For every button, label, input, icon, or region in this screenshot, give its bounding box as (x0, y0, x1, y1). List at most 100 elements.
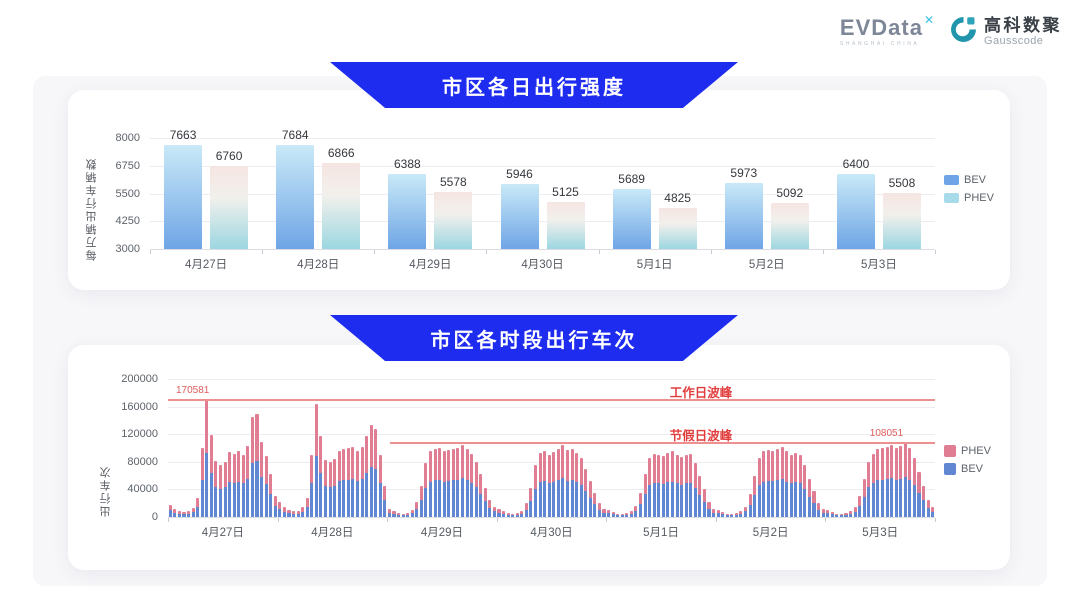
gausscode-name-cn: 高科数聚 (984, 16, 1062, 35)
hourly-phev-bar (643, 474, 647, 494)
hourly-bev-bar (451, 480, 455, 517)
hourly-bev-bar (579, 485, 583, 517)
hourly-phev-bar (721, 512, 725, 515)
daily-bev-bar (164, 145, 203, 249)
hourly-phev-bar (657, 454, 661, 484)
hourly-bev-bar (593, 503, 597, 517)
hourly-bev-bar (433, 480, 437, 517)
hourly-bev-bar (428, 481, 433, 517)
hourly-phev-bar (807, 479, 811, 497)
daily-gridline (150, 221, 935, 223)
hourly-bev-bar (328, 487, 332, 517)
hourly-bev-bar (524, 509, 528, 517)
hourly-bev-bar (826, 513, 830, 517)
hourly-phev-bar (547, 454, 551, 484)
hourly-bev-bar (839, 515, 843, 517)
daily-phev-value: 6760 (215, 148, 243, 163)
hourly-bev-bar (355, 481, 359, 517)
hourly-bev-bar (237, 481, 241, 517)
hourly-bev-bar (351, 479, 355, 517)
hourly-phev-bar (323, 460, 328, 487)
hourly-bev-bar (483, 501, 487, 517)
hourly-phev-bar (369, 424, 373, 468)
hourly-phev-bar (310, 454, 314, 484)
hourly-x-tick-label: 5月1日 (643, 527, 679, 539)
daily-legend-item-phev[interactable]: PHEV (944, 192, 994, 204)
evdata-subtext: SHANGHAI CHINA (839, 41, 920, 47)
hourly-bev-bar (301, 511, 305, 517)
hourly-phev-bar (223, 461, 227, 488)
hourly-bev-bar (766, 480, 770, 517)
hourly-bev-bar (374, 469, 378, 517)
hourly-bev-bar (214, 486, 218, 517)
hourly-bev-bar (652, 482, 656, 517)
hourly-phev-bar (602, 508, 606, 513)
daily-x-tick-label: 4月29日 (409, 259, 452, 271)
daily-phev-value: 5125 (552, 184, 579, 199)
hourly-phev-bar (511, 513, 515, 516)
daily-x-axis-tick (822, 250, 824, 254)
hourly-bev-bar (899, 478, 903, 517)
hourly-phev-bar (748, 494, 752, 505)
hourly-phev-bar (575, 452, 579, 483)
hourly-phev-bar (611, 512, 615, 515)
hourly-phev-bar (301, 507, 305, 512)
evdata-wordmark: EVData (839, 15, 923, 40)
hourly-bev-bar (447, 480, 451, 517)
hourly-bev-bar (561, 477, 565, 517)
hourly-phev-bar (675, 454, 679, 484)
hourly-phev-bar (460, 444, 464, 478)
hourly-bev-bar (922, 500, 926, 517)
hourly-phev-bar (584, 468, 588, 491)
hourly-phev-bar (597, 503, 601, 510)
hourly-phev-bar (191, 508, 195, 513)
hourly-bev-bar (620, 515, 624, 517)
daily-y-tick-label: 8000 (115, 132, 140, 144)
hourly-bev-bar (588, 497, 592, 517)
hourly-bev-bar (675, 483, 679, 517)
hourly-bev-bar (689, 482, 693, 517)
hourly-phev-bar (894, 448, 898, 480)
daily-x-axis (150, 249, 935, 250)
hourly-phev-bar (237, 451, 241, 482)
hourly-phev-bar (794, 452, 798, 483)
hourly-phev-bar (232, 453, 236, 483)
hourly-phev-bar (187, 511, 191, 515)
daily-x-axis-tick (935, 250, 936, 254)
gausscode-name-en: Gausscode (984, 35, 1044, 47)
hourly-phev-bar (333, 459, 337, 486)
daily-x-tick-label: 5月3日 (861, 259, 897, 271)
hourly-phev-bar (903, 442, 907, 477)
daily-bev-bar (724, 182, 763, 249)
hourly-bev-bar (392, 514, 396, 517)
hourly-bev-bar (282, 511, 286, 517)
hourly-x-axis (168, 517, 935, 518)
hourly-legend-item-phev[interactable]: PHEV (944, 445, 991, 457)
hourly-phev-bar (497, 509, 501, 513)
hourly-bev-bar (314, 455, 318, 517)
hourly-phev-bar (830, 512, 834, 515)
hourly-x-tick-label: 5月3日 (862, 527, 899, 539)
daily-bev-value: 6400 (842, 156, 870, 171)
hourly-phev-bar (401, 513, 405, 516)
hourly-bev-bar (177, 513, 181, 517)
hourly-phev-bar (228, 452, 232, 482)
hourly-legend-item-bev[interactable]: BEV (944, 463, 991, 475)
hourly-phev-bar (862, 479, 866, 497)
hourly-chart-banner: 市区各时段出行车次 (330, 315, 738, 361)
hourly-phev-bar (397, 512, 401, 515)
hourly-bev-bar (378, 483, 382, 517)
hourly-phev-bar (406, 512, 410, 515)
hourly-phev-bar (264, 456, 268, 485)
hourly-bev-bar (871, 482, 875, 517)
hourly-bev-bar (401, 515, 405, 517)
daily-legend-item-bev[interactable]: BEV (944, 174, 994, 186)
hourly-phev-bar (707, 501, 711, 509)
daily-phev-value: 5508 (888, 176, 916, 191)
hourly-bev-bar (264, 484, 268, 517)
hourly-phev-bar (744, 506, 748, 512)
hourly-bev-bar (296, 513, 300, 517)
hourly-bev-bar (648, 485, 652, 517)
hourly-bev-bar (890, 478, 894, 517)
hourly-phev-bar (629, 511, 633, 515)
